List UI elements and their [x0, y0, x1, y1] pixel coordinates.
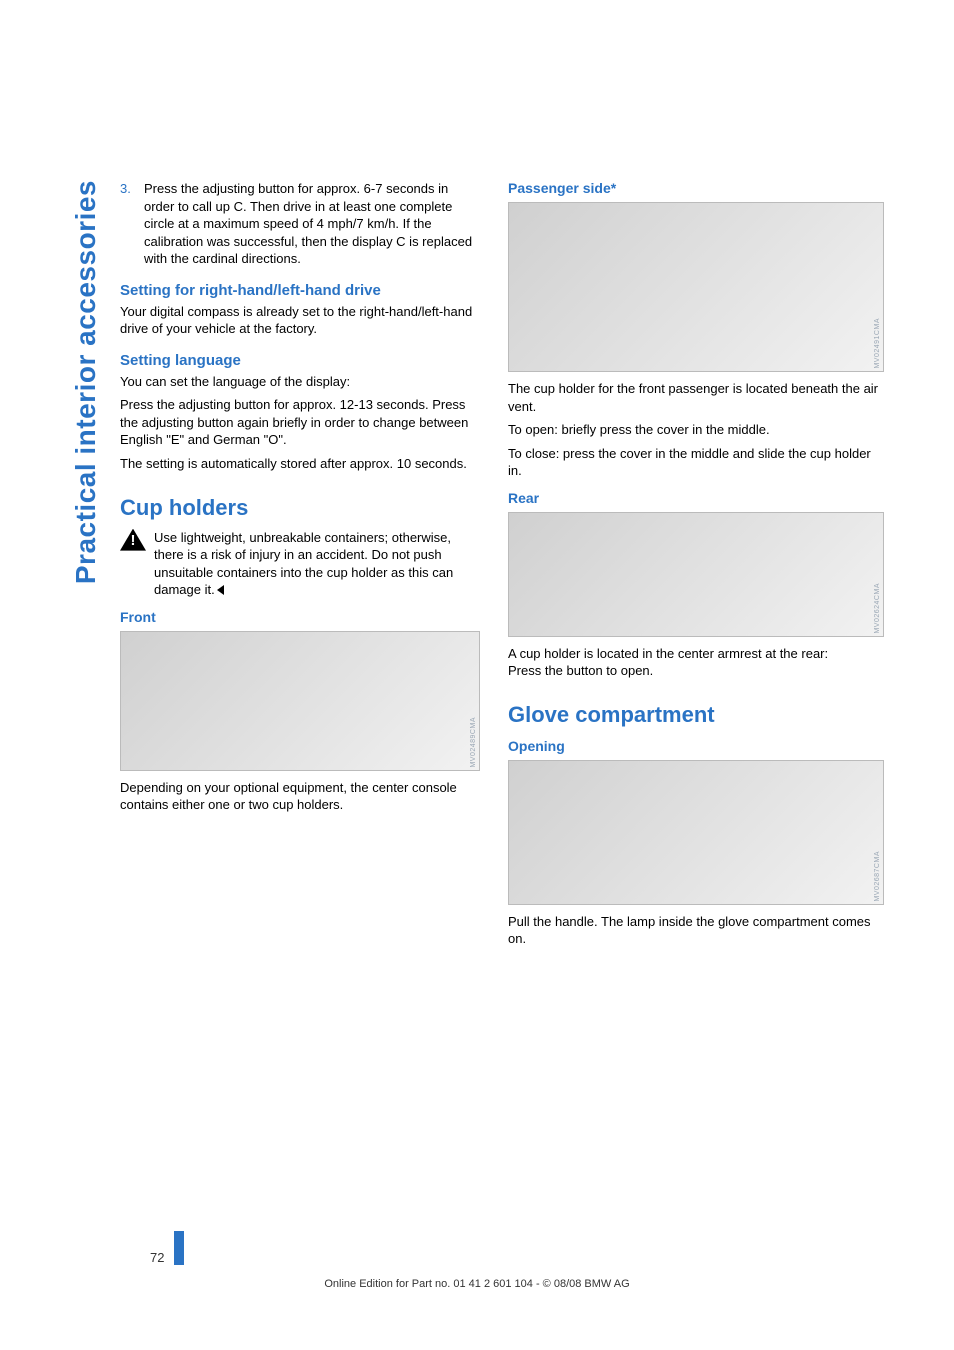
- body-text: The cup holder for the front passenger i…: [508, 380, 884, 415]
- figure-front-cupholder: MV02489CMA: [120, 631, 480, 771]
- step-text: Press the adjusting button for approx. 6…: [144, 180, 480, 268]
- figure-rear-cupholder: MV02624CMA: [508, 512, 884, 637]
- body-text: A cup holder is located in the center ar…: [508, 645, 884, 663]
- heading-front: Front: [120, 609, 480, 625]
- warning-block: Use lightweight, unbreakable containers;…: [120, 529, 480, 599]
- page-number-block: 72: [150, 1231, 184, 1265]
- page-number: 72: [150, 1250, 164, 1265]
- figure-code: MV02624CMA: [874, 583, 881, 634]
- body-text: Your digital compass is already set to t…: [120, 303, 480, 338]
- body-text: Depending on your optional equipment, th…: [120, 779, 480, 814]
- body-text: Press the button to open.: [508, 662, 884, 680]
- end-triangle-icon: [217, 585, 224, 595]
- body-text: To open: briefly press the cover in the …: [508, 421, 884, 439]
- heading-rear: Rear: [508, 490, 884, 506]
- figure-passenger-cupholder: MV02491CMA: [508, 202, 884, 372]
- right-column: Passenger side* MV02491CMA The cup holde…: [508, 180, 884, 954]
- heading-passenger-side: Passenger side*: [508, 180, 884, 196]
- warning-text-content: Use lightweight, unbreakable containers;…: [154, 530, 453, 598]
- side-section-label: Practical interior accessories: [70, 180, 102, 584]
- left-column: 3. Press the adjusting button for approx…: [120, 180, 480, 954]
- warning-icon: [120, 529, 146, 551]
- asterisk-icon: *: [611, 180, 616, 196]
- page-bar-icon: [174, 1231, 184, 1265]
- figure-code: MV02687CMA: [874, 851, 881, 902]
- heading-glove-compartment: Glove compartment: [508, 702, 884, 728]
- page-content: 3. Press the adjusting button for approx…: [120, 180, 884, 954]
- warning-text: Use lightweight, unbreakable containers;…: [154, 529, 480, 599]
- heading-language: Setting language: [120, 352, 480, 369]
- heading-cup-holders: Cup holders: [120, 495, 480, 521]
- figure-glove-compartment: MV02687CMA: [508, 760, 884, 905]
- body-text: You can set the language of the display:: [120, 373, 480, 391]
- heading-passenger-side-text: Passenger side: [508, 180, 611, 196]
- figure-code: MV02491CMA: [874, 318, 881, 369]
- list-item: 3. Press the adjusting button for approx…: [120, 180, 480, 268]
- heading-opening: Opening: [508, 738, 884, 754]
- heading-drive: Setting for right-hand/left-hand drive: [120, 282, 480, 299]
- footer-text: Online Edition for Part no. 01 41 2 601 …: [0, 1278, 954, 1290]
- body-text: Press the adjusting button for approx. 1…: [120, 396, 480, 449]
- figure-code: MV02489CMA: [470, 717, 477, 768]
- step-number: 3.: [120, 180, 136, 268]
- body-text: To close: press the cover in the middle …: [508, 445, 884, 480]
- body-text: Pull the handle. The lamp inside the glo…: [508, 913, 884, 948]
- body-text: The setting is automatically stored afte…: [120, 455, 480, 473]
